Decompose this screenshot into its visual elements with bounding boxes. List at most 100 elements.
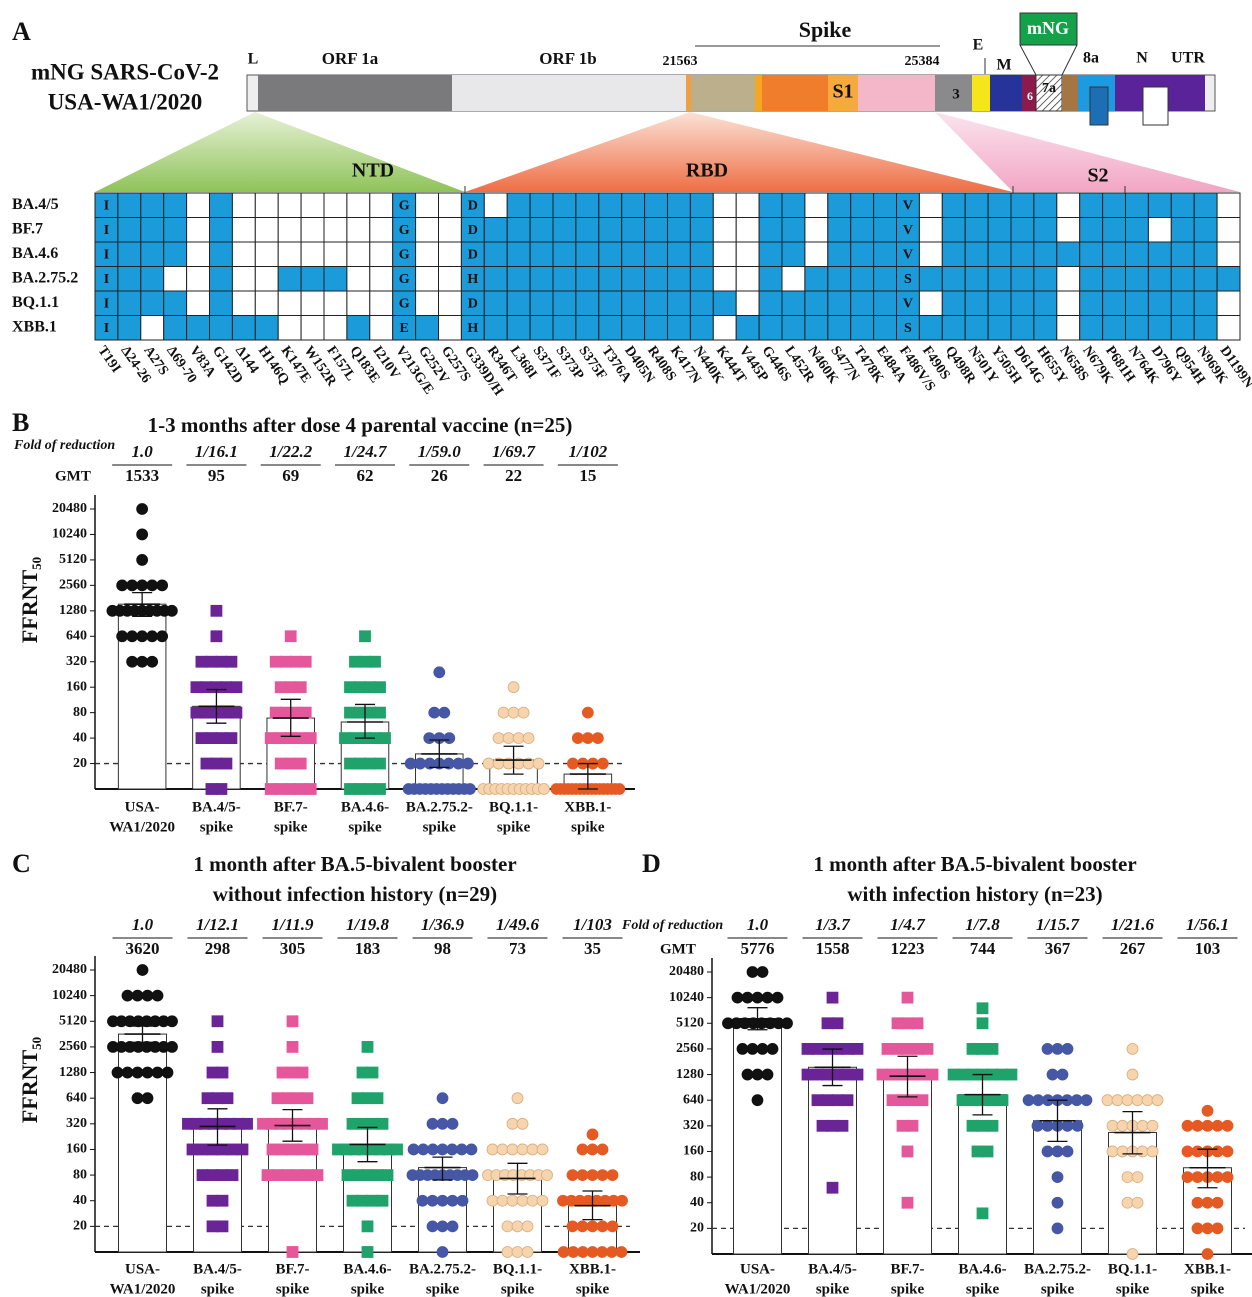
x-tick-label: spike (1041, 1281, 1075, 1297)
x-tick-label: spike (201, 1281, 235, 1297)
cell (1034, 267, 1057, 292)
point (957, 1095, 968, 1106)
y-axis-label: FFRNT50 (17, 1037, 44, 1123)
point (917, 1095, 928, 1106)
point (137, 554, 148, 565)
point (265, 733, 276, 744)
point (365, 784, 376, 795)
x-tick-label: BF.7- (274, 799, 308, 815)
point (444, 733, 455, 744)
point (1057, 1069, 1068, 1080)
cell (622, 242, 645, 267)
fold-value: 1/24.7 (344, 442, 388, 461)
cell (255, 242, 278, 267)
point (987, 1043, 998, 1054)
point (517, 1118, 528, 1129)
point (1222, 1172, 1233, 1183)
point (362, 1041, 373, 1052)
chart-title: without infection history (n=29) (213, 882, 497, 906)
point (812, 1095, 823, 1106)
cell (874, 218, 897, 243)
fold-value: 1.0 (132, 442, 154, 461)
point (275, 758, 286, 769)
cell (278, 218, 301, 243)
cell (484, 242, 507, 267)
point (522, 1221, 533, 1232)
cell (805, 193, 828, 218)
point (742, 992, 753, 1003)
point (300, 656, 311, 667)
gene-label: 3 (952, 86, 960, 102)
cell (1194, 291, 1217, 316)
point (117, 631, 128, 642)
cell (1103, 218, 1126, 243)
point (227, 1170, 238, 1181)
cell-letter: G (399, 223, 410, 238)
point (137, 631, 148, 642)
cell (416, 316, 439, 341)
cell (1034, 218, 1057, 243)
point (377, 1118, 388, 1129)
point (1192, 1120, 1203, 1131)
point (167, 1041, 178, 1052)
point (439, 707, 450, 718)
point (1142, 1095, 1153, 1106)
point (282, 1093, 293, 1104)
point (1132, 1095, 1143, 1106)
cell (782, 242, 805, 267)
cell (1011, 291, 1034, 316)
point (365, 758, 376, 769)
cell (736, 316, 759, 341)
cell-letter: I (104, 272, 109, 287)
point (512, 1221, 523, 1232)
cell-letter: G (399, 296, 410, 311)
point (285, 631, 296, 642)
y-tick-label: 5120 (59, 1013, 87, 1028)
cell (622, 267, 645, 292)
point (147, 656, 158, 667)
gmt-label: GMT (660, 941, 696, 957)
point (275, 784, 286, 795)
point (912, 1043, 923, 1054)
point (157, 580, 168, 591)
cell (1080, 218, 1103, 243)
point (1127, 1069, 1138, 1080)
cell (919, 193, 942, 218)
point (292, 1170, 303, 1181)
cell (988, 291, 1011, 316)
cell (553, 267, 576, 292)
point (737, 1043, 748, 1054)
gene-label: M (996, 57, 1011, 74)
y-tick-label: 40 (690, 1195, 704, 1210)
cell (805, 267, 828, 292)
point (212, 1016, 223, 1027)
cell (988, 267, 1011, 292)
cell (439, 316, 462, 341)
panel-letter: D (642, 849, 661, 878)
y-tick-label: 1280 (676, 1067, 704, 1082)
point (1052, 1172, 1063, 1183)
point (742, 1069, 753, 1080)
x-tick-label: spike (200, 819, 234, 835)
x-tick-label: spike (816, 1281, 850, 1297)
point (1052, 1146, 1063, 1157)
cell (1148, 193, 1171, 218)
x-tick-label: BA.2.75.2- (409, 1261, 476, 1277)
point (567, 1221, 578, 1232)
x-tick-label: XBB.1- (569, 1261, 616, 1277)
fold-value: 1/56.1 (1186, 915, 1229, 934)
point (507, 1144, 518, 1155)
point (275, 733, 286, 744)
cell (599, 218, 622, 243)
cell (965, 267, 988, 292)
point (967, 1120, 978, 1131)
cell (1194, 193, 1217, 218)
point (617, 1195, 628, 1206)
point (507, 1118, 518, 1129)
point (191, 707, 202, 718)
point (297, 1144, 308, 1155)
mutation-label: T19I (95, 344, 124, 376)
point (447, 1221, 458, 1232)
point (122, 990, 133, 1001)
cell (1217, 267, 1240, 292)
